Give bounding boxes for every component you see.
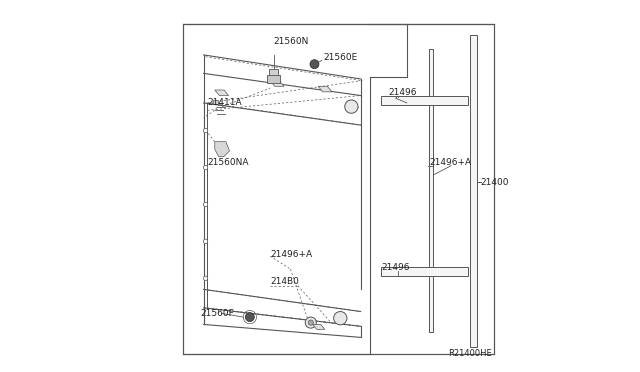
Text: 21400: 21400	[481, 178, 509, 187]
Text: 21560NA: 21560NA	[207, 157, 249, 167]
Bar	[381, 267, 468, 276]
Circle shape	[204, 128, 208, 133]
Polygon shape	[270, 81, 284, 86]
Circle shape	[204, 202, 208, 207]
Circle shape	[204, 239, 208, 244]
Circle shape	[204, 165, 208, 170]
Text: 21411A: 21411A	[207, 99, 242, 108]
Bar	[268, 75, 280, 83]
Bar	[470, 35, 477, 347]
Circle shape	[308, 320, 314, 325]
Text: 214B0: 214B0	[270, 278, 299, 286]
Circle shape	[345, 100, 358, 113]
Text: R21400HE: R21400HE	[448, 349, 492, 358]
Text: 21560N: 21560N	[274, 37, 309, 46]
Circle shape	[245, 312, 254, 321]
Bar	[184, 23, 493, 354]
Circle shape	[310, 60, 319, 68]
Circle shape	[204, 276, 208, 280]
Text: 21496+A: 21496+A	[429, 157, 471, 167]
Polygon shape	[215, 142, 230, 157]
Bar	[429, 49, 433, 332]
Text: 21496: 21496	[388, 89, 417, 97]
Polygon shape	[312, 324, 324, 329]
Bar	[381, 96, 468, 105]
Circle shape	[305, 317, 316, 328]
Polygon shape	[215, 90, 228, 96]
Text: 21496+A: 21496+A	[270, 250, 312, 259]
Bar	[269, 69, 278, 78]
Circle shape	[333, 311, 347, 325]
Text: 21560E: 21560E	[323, 53, 357, 62]
Text: 21496: 21496	[381, 263, 410, 272]
Bar	[213, 100, 218, 104]
Text: 21560F: 21560F	[200, 309, 234, 318]
Polygon shape	[318, 86, 332, 92]
